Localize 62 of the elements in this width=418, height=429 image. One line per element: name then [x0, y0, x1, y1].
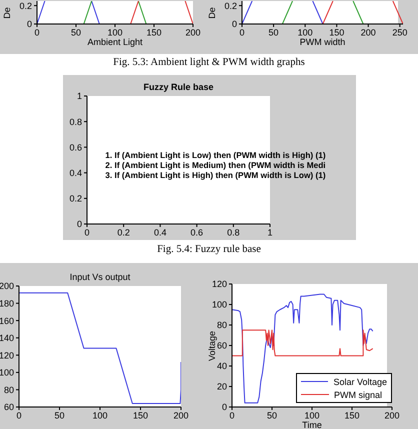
- caption: Fig. 5.4: Fuzzy rule base: [156, 244, 262, 255]
- x-tick-label: 100: [304, 410, 320, 420]
- legend-label: PWM signal: [334, 390, 382, 400]
- chart-title: Fuzzy Rule base: [142, 82, 215, 92]
- annotation: 3. If (Ambient Light is High) then (PWM width is Low) (1): [105, 170, 326, 180]
- y-tick-label: 0.6: [69, 142, 82, 152]
- x-tick-label: 0: [84, 227, 90, 238]
- y-tick-label: 120: [0, 350, 14, 360]
- y-tick-label: 0: [76, 219, 82, 230]
- y-tick-label: 80: [4, 384, 14, 395]
- y-axis-title: De: [2, 6, 12, 18]
- x-tick-label: 250: [392, 27, 408, 38]
- y-tick-label: 40: [216, 361, 227, 372]
- y-tick-label: 0.8: [69, 116, 82, 127]
- x-tick-label: 100: [107, 27, 123, 38]
- x-tick-label: 200: [173, 410, 189, 420]
- x-tick-label: 150: [146, 27, 162, 38]
- y-tick-label: 180: [0, 298, 14, 308]
- y-tick-label: 80: [216, 320, 227, 330]
- y-tick-label: 100: [0, 368, 14, 378]
- x-tick-label: 100: [92, 410, 108, 420]
- x-axis-title: Ambient Light: [86, 37, 144, 47]
- caption: Fig. 5.3: Ambient light & PWM width graphs: [112, 57, 306, 68]
- y-tick-label: 1: [76, 91, 82, 102]
- y-tick-label: 60: [4, 402, 14, 412]
- y-tick-label: 140: [0, 333, 14, 344]
- y-tick-label: 160: [0, 316, 14, 326]
- x-tick-label: 150: [344, 410, 360, 420]
- x-tick-label: 50: [266, 410, 278, 420]
- x-axis-title: PWM width: [298, 37, 346, 47]
- x-tick-label: 0: [34, 27, 40, 38]
- x-tick-label: 50: [70, 27, 82, 38]
- y-axis-title: Voltage: [207, 330, 217, 361]
- y-tick-label: 0.4: [69, 168, 82, 178]
- x-tick-label: 0: [16, 410, 22, 420]
- y-tick-label: 20: [216, 382, 227, 392]
- chart-title: Input Vs output: [68, 272, 132, 282]
- x-tick-label: 0.2: [117, 227, 130, 238]
- x-tick-label: 200: [185, 27, 201, 38]
- x-tick-label: 50: [54, 410, 65, 420]
- y-tick-label: 0: [222, 402, 227, 412]
- x-tick-label: 150: [132, 410, 148, 420]
- y-tick-label: 100: [212, 300, 227, 310]
- y-tick-label: 0.2: [224, 0, 237, 11]
- line-series: [232, 330, 374, 356]
- x-tick-label: 150: [329, 27, 344, 38]
- x-tick-label: 0.4: [154, 227, 166, 238]
- y-tick-label: 120: [212, 279, 227, 290]
- x-tick-label: 100: [298, 27, 313, 38]
- x-tick-label: 0: [239, 27, 245, 38]
- y-axis-title: De: [207, 6, 217, 18]
- annotation: 1. If (Ambient Light is Low) then (PWM width is High) (1): [105, 150, 326, 160]
- x-tick-label: 50: [268, 27, 279, 38]
- x-tick-label: 200: [384, 410, 400, 420]
- x-axis-title: Time: [301, 420, 323, 429]
- annotation: 2. If (Ambient Light is Medium) then (PWM width is Medi: [105, 160, 326, 170]
- x-tick-label: 200: [360, 27, 376, 38]
- y-tick-label: 60: [216, 340, 227, 351]
- x-tick-label: 1: [267, 227, 273, 238]
- x-tick-label: 0.6: [190, 227, 204, 238]
- legend-label: Solar Voltage: [333, 376, 387, 386]
- y-tick-label: 0.2: [69, 194, 82, 204]
